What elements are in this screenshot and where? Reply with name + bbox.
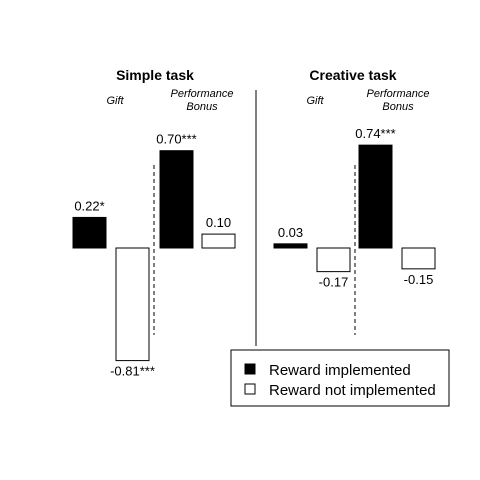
data-label: -0.81*** (110, 364, 155, 379)
bar (201, 233, 236, 249)
data-label: 0.10 (206, 215, 231, 230)
data-label: 0.74*** (355, 126, 395, 141)
bar (159, 150, 194, 249)
bar (72, 216, 107, 249)
data-label: 0.22* (74, 198, 104, 213)
group-label: Bonus (382, 101, 414, 113)
group-label: Performance (367, 88, 430, 100)
bar (358, 144, 393, 249)
group-label: Performance (171, 88, 234, 100)
legend-label-implemented: Reward implemented (269, 362, 411, 379)
bar (401, 247, 436, 270)
group-label: Bonus (186, 101, 218, 113)
legend-swatch-implemented (244, 363, 256, 375)
chart-marks: Simple taskGift0.22*-0.81***PerformanceB… (72, 67, 436, 379)
data-label: -0.17 (319, 275, 349, 290)
bar (273, 243, 308, 249)
panel-title: Simple task (116, 67, 194, 83)
legend: Reward implemented Reward not implemente… (230, 349, 450, 407)
data-label: -0.15 (404, 272, 434, 287)
group-label: Gift (306, 95, 324, 107)
group-label: Gift (106, 95, 124, 107)
legend-label-not-implemented: Reward not implemented (269, 382, 436, 399)
bar (316, 247, 351, 273)
data-label: 0.03 (278, 225, 303, 240)
legend-box (230, 349, 450, 407)
data-label: 0.70*** (156, 132, 196, 147)
panel-title: Creative task (309, 67, 396, 83)
bar (115, 247, 150, 362)
legend-swatch-not-implemented (244, 383, 256, 395)
